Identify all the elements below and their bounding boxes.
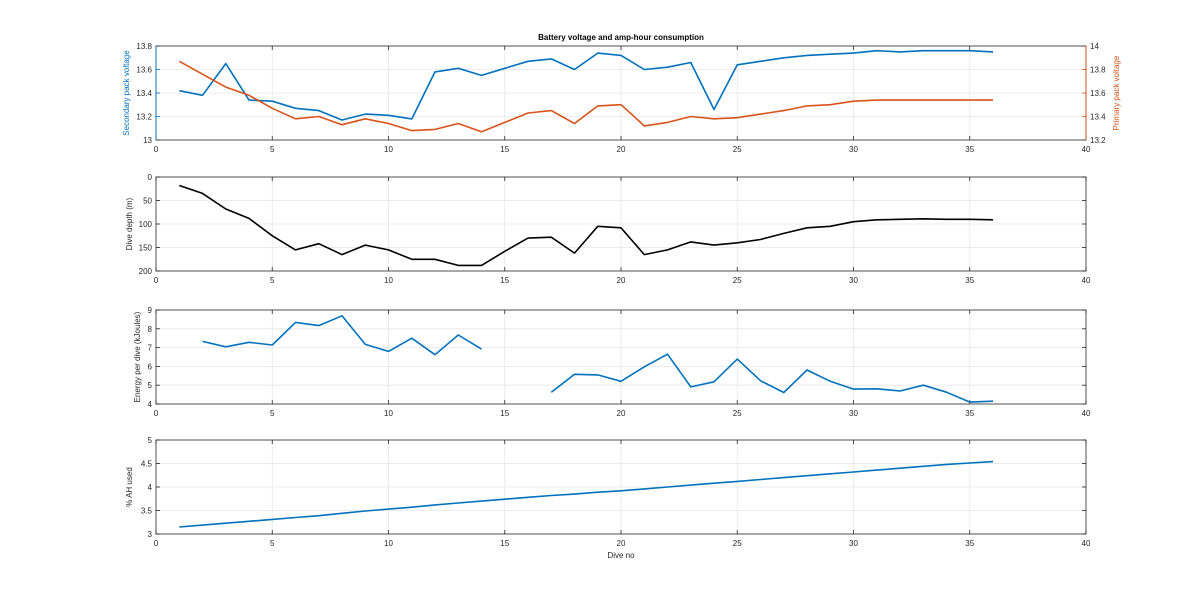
axes-box: [155, 309, 1087, 405]
series-line-1: [179, 460, 994, 528]
y-tick-label: 13.4: [136, 89, 152, 98]
series-line-1: [179, 49, 994, 121]
x-tick-label: 10: [384, 145, 393, 154]
y-tick-label: 3: [148, 530, 153, 539]
x-tick-label: 35: [965, 145, 974, 154]
series-line-1: [179, 184, 994, 267]
y-tick-label: 13: [143, 136, 152, 145]
x-tick-label: 40: [1082, 145, 1091, 154]
y-axis-label: Secondary pack voltage: [122, 50, 131, 136]
x-tick-label: 35: [965, 276, 974, 285]
y-tick-label: 4: [148, 400, 153, 409]
x-tick-label: 5: [270, 409, 275, 418]
chart-panel-2: 0 5 10 15 20 25 30 35 40 0 50 100 150 200 Dive depth (…: [125, 173, 1091, 285]
x-tick-label: 15: [500, 409, 509, 418]
x-tick-label: 25: [733, 539, 742, 548]
y-tick-label: 100: [139, 220, 153, 229]
x-tick-label: 30: [849, 409, 858, 418]
y-tick-label: 13.6: [136, 66, 152, 75]
y-tick-label: 0: [148, 173, 153, 182]
y-tick-label: 150: [139, 244, 153, 253]
x-tick-label: 0: [154, 145, 159, 154]
chart-panel-4: 0 5 10 15 20 25 30 35 40 3 3.5 4 4.5 5 % AH used Dive n…: [125, 436, 1091, 560]
series-line-2: [178, 60, 993, 133]
y-tick-label: 50: [143, 197, 152, 206]
x-tick-label: 15: [500, 145, 509, 154]
x-axis-label: Dive no: [607, 551, 635, 560]
x-tick-label: 40: [1082, 409, 1091, 418]
series-line-1: [202, 314, 482, 356]
y-axis-label: Dive depth (m): [125, 197, 134, 250]
y-tick-label: 7: [148, 344, 153, 353]
x-tick-label: 20: [617, 539, 626, 548]
y2-axis-label: Primary pack voltage: [1112, 55, 1121, 130]
x-tick-label: 5: [270, 276, 275, 285]
x-tick-label: 0: [154, 409, 159, 418]
series-line-2: [550, 353, 994, 403]
x-tick-label: 10: [384, 539, 393, 548]
x-tick-label: 5: [270, 539, 275, 548]
y-tick-label: 6: [148, 362, 153, 371]
x-tick-label: 20: [617, 145, 626, 154]
y2-tick-label: 14: [1090, 42, 1099, 51]
y-axis-label: Energy per dive (kJoules): [133, 311, 142, 402]
x-tick-label: 15: [500, 276, 509, 285]
y2-tick-label: 13.2: [1090, 136, 1106, 145]
y2-tick-label: 13.6: [1090, 89, 1106, 98]
x-tick-label: 25: [733, 409, 742, 418]
y-tick-label: 200: [139, 267, 153, 276]
y-tick-label: 8: [148, 325, 153, 334]
x-tick-label: 0: [154, 539, 159, 548]
y2-tick-label: 13.4: [1090, 113, 1106, 122]
x-tick-label: 35: [965, 539, 974, 548]
x-tick-label: 0: [154, 276, 159, 285]
chart-panel-1: 0 5 10 15 20 25 30 35 40 13 13.2 13.4 13.6 13.8 13.2 13…: [122, 33, 1121, 154]
y2-tick-label: 13.8: [1090, 66, 1106, 75]
chart-title: Battery voltage and amp-hour consumption: [538, 33, 704, 42]
x-tick-label: 5: [270, 145, 275, 154]
y-axis-label: % AH used: [125, 467, 134, 507]
x-tick-label: 25: [733, 276, 742, 285]
x-tick-label: 30: [849, 276, 858, 285]
y-tick-label: 13.8: [136, 42, 152, 51]
x-tick-label: 35: [965, 409, 974, 418]
y-tick-label: 9: [148, 306, 153, 315]
x-tick-label: 30: [849, 539, 858, 548]
x-tick-label: 10: [384, 409, 393, 418]
y-tick-label: 3.5: [141, 507, 153, 516]
x-tick-label: 40: [1082, 539, 1091, 548]
x-tick-label: 30: [849, 145, 858, 154]
x-tick-label: 20: [617, 409, 626, 418]
x-tick-label: 20: [617, 276, 626, 285]
x-tick-label: 10: [384, 276, 393, 285]
x-tick-label: 40: [1082, 276, 1091, 285]
y-tick-label: 5: [148, 436, 153, 445]
y-tick-label: 13.2: [136, 113, 152, 122]
y-tick-label: 5: [148, 381, 153, 390]
y-tick-label: 4.5: [141, 460, 153, 469]
axes-box: [155, 439, 1087, 535]
y-tick-label: 4: [148, 483, 153, 492]
axes-box: [155, 176, 1087, 272]
x-tick-label: 25: [733, 145, 742, 154]
x-tick-label: 15: [500, 539, 509, 548]
